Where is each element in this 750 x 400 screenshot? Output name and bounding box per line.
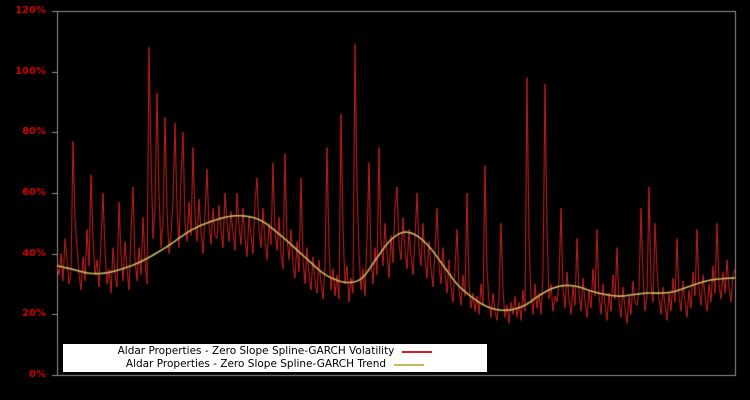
- y-axis-label: 20%: [22, 308, 46, 320]
- legend-item-trend: Aldar Properties - Zero Slope Spline-GAR…: [63, 358, 487, 371]
- y-axis-label: 0%: [29, 369, 46, 380]
- legend-label-volatility: Aldar Properties - Zero Slope Spline-GAR…: [117, 345, 395, 357]
- legend-item-volatility: Aldar Properties - Zero Slope Spline-GAR…: [63, 345, 487, 358]
- trend-line-sample-icon: [394, 363, 425, 366]
- legend-label-trend: Aldar Properties - Zero Slope Spline-GAR…: [125, 358, 387, 370]
- y-axis-label: 80%: [22, 126, 46, 138]
- y-axis-label: 40%: [22, 247, 46, 259]
- y-axis-label: 100%: [15, 65, 46, 77]
- y-axis-label: 120%: [15, 5, 46, 16]
- volatility-line-sample-icon: [402, 350, 433, 353]
- legend: Aldar Properties - Zero Slope Spline-GAR…: [63, 344, 487, 372]
- y-axis-label: 60%: [22, 187, 46, 198]
